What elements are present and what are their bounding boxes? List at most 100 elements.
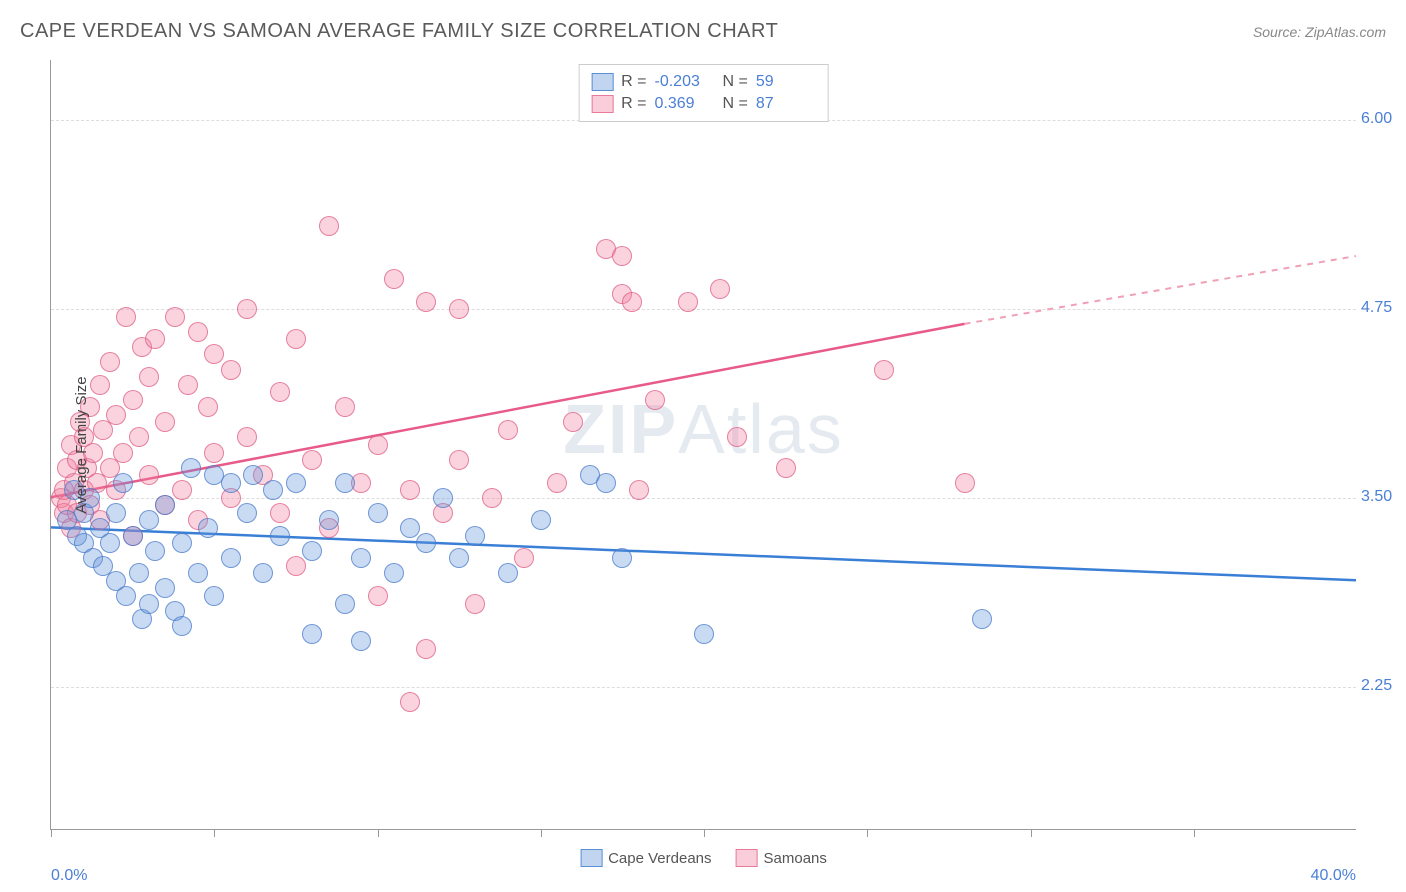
x-tick bbox=[541, 829, 542, 837]
data-point bbox=[237, 299, 257, 319]
data-point bbox=[302, 624, 322, 644]
data-point bbox=[384, 269, 404, 289]
n-label: N = bbox=[723, 95, 748, 113]
y-tick-label: 3.50 bbox=[1361, 488, 1406, 506]
data-point bbox=[335, 397, 355, 417]
data-point bbox=[165, 307, 185, 327]
data-point bbox=[416, 639, 436, 659]
data-point bbox=[368, 586, 388, 606]
series-legend: Cape Verdeans Samoans bbox=[580, 849, 827, 867]
legend-label: Cape Verdeans bbox=[608, 850, 711, 867]
data-point bbox=[253, 563, 273, 583]
y-tick-label: 4.75 bbox=[1361, 299, 1406, 317]
data-point bbox=[172, 480, 192, 500]
data-point bbox=[100, 533, 120, 553]
data-point bbox=[612, 246, 632, 266]
data-point bbox=[270, 503, 290, 523]
y-tick-label: 6.00 bbox=[1361, 110, 1406, 128]
x-tick bbox=[704, 829, 705, 837]
data-point bbox=[302, 450, 322, 470]
data-point bbox=[433, 488, 453, 508]
legend-swatch-icon bbox=[580, 849, 602, 867]
data-point bbox=[172, 533, 192, 553]
legend-row: R = 0.369 N = 87 bbox=[591, 93, 816, 115]
data-point bbox=[629, 480, 649, 500]
data-point bbox=[514, 548, 534, 568]
data-point bbox=[465, 594, 485, 614]
data-point bbox=[123, 526, 143, 546]
data-point bbox=[416, 292, 436, 312]
legend-item: Samoans bbox=[736, 849, 827, 867]
data-point bbox=[145, 329, 165, 349]
data-point bbox=[955, 473, 975, 493]
data-point bbox=[113, 443, 133, 463]
data-point bbox=[622, 292, 642, 312]
data-point bbox=[204, 443, 224, 463]
data-point bbox=[368, 503, 388, 523]
r-value: 0.369 bbox=[655, 95, 715, 113]
data-point bbox=[113, 473, 133, 493]
data-point bbox=[270, 526, 290, 546]
data-point bbox=[400, 518, 420, 538]
chart-title: CAPE VERDEAN VS SAMOAN AVERAGE FAMILY SI… bbox=[20, 20, 778, 43]
correlation-legend: R = -0.203 N = 59 R = 0.369 N = 87 bbox=[578, 64, 829, 122]
x-min-label: 0.0% bbox=[51, 867, 87, 885]
legend-row: R = -0.203 N = 59 bbox=[591, 71, 816, 93]
x-max-label: 40.0% bbox=[1311, 867, 1356, 885]
legend-swatch-icon bbox=[591, 73, 613, 91]
data-point bbox=[145, 541, 165, 561]
data-point bbox=[204, 586, 224, 606]
data-point bbox=[204, 344, 224, 364]
data-point bbox=[270, 382, 290, 402]
data-point bbox=[188, 563, 208, 583]
data-point bbox=[116, 307, 136, 327]
data-point bbox=[172, 616, 192, 636]
data-point bbox=[531, 510, 551, 530]
data-point bbox=[106, 405, 126, 425]
data-point bbox=[351, 548, 371, 568]
data-point bbox=[237, 503, 257, 523]
data-point bbox=[335, 473, 355, 493]
data-point bbox=[178, 375, 198, 395]
data-point bbox=[498, 563, 518, 583]
data-point bbox=[612, 548, 632, 568]
data-point bbox=[498, 420, 518, 440]
data-point bbox=[319, 510, 339, 530]
data-point bbox=[243, 465, 263, 485]
data-point bbox=[874, 360, 894, 380]
data-point bbox=[198, 397, 218, 417]
trend-line bbox=[965, 256, 1357, 324]
x-tick bbox=[1194, 829, 1195, 837]
legend-swatch-icon bbox=[736, 849, 758, 867]
r-value: -0.203 bbox=[655, 73, 715, 91]
data-point bbox=[645, 390, 665, 410]
trend-line bbox=[51, 527, 1356, 580]
x-tick bbox=[1031, 829, 1032, 837]
data-point bbox=[547, 473, 567, 493]
data-point bbox=[384, 563, 404, 583]
r-label: R = bbox=[621, 73, 646, 91]
n-label: N = bbox=[723, 73, 748, 91]
data-point bbox=[482, 488, 502, 508]
data-point bbox=[129, 427, 149, 447]
x-tick bbox=[378, 829, 379, 837]
data-point bbox=[90, 375, 110, 395]
data-point bbox=[286, 556, 306, 576]
data-point bbox=[181, 458, 201, 478]
r-label: R = bbox=[621, 95, 646, 113]
data-point bbox=[351, 631, 371, 651]
x-tick bbox=[51, 829, 52, 837]
data-point bbox=[263, 480, 283, 500]
data-point bbox=[776, 458, 796, 478]
data-point bbox=[727, 427, 747, 447]
data-point bbox=[563, 412, 583, 432]
data-point bbox=[221, 360, 241, 380]
x-tick bbox=[867, 829, 868, 837]
data-point bbox=[116, 586, 136, 606]
data-point bbox=[155, 578, 175, 598]
data-point bbox=[694, 624, 714, 644]
data-point bbox=[449, 548, 469, 568]
data-point bbox=[237, 427, 257, 447]
data-point bbox=[678, 292, 698, 312]
legend-swatch-icon bbox=[591, 95, 613, 113]
